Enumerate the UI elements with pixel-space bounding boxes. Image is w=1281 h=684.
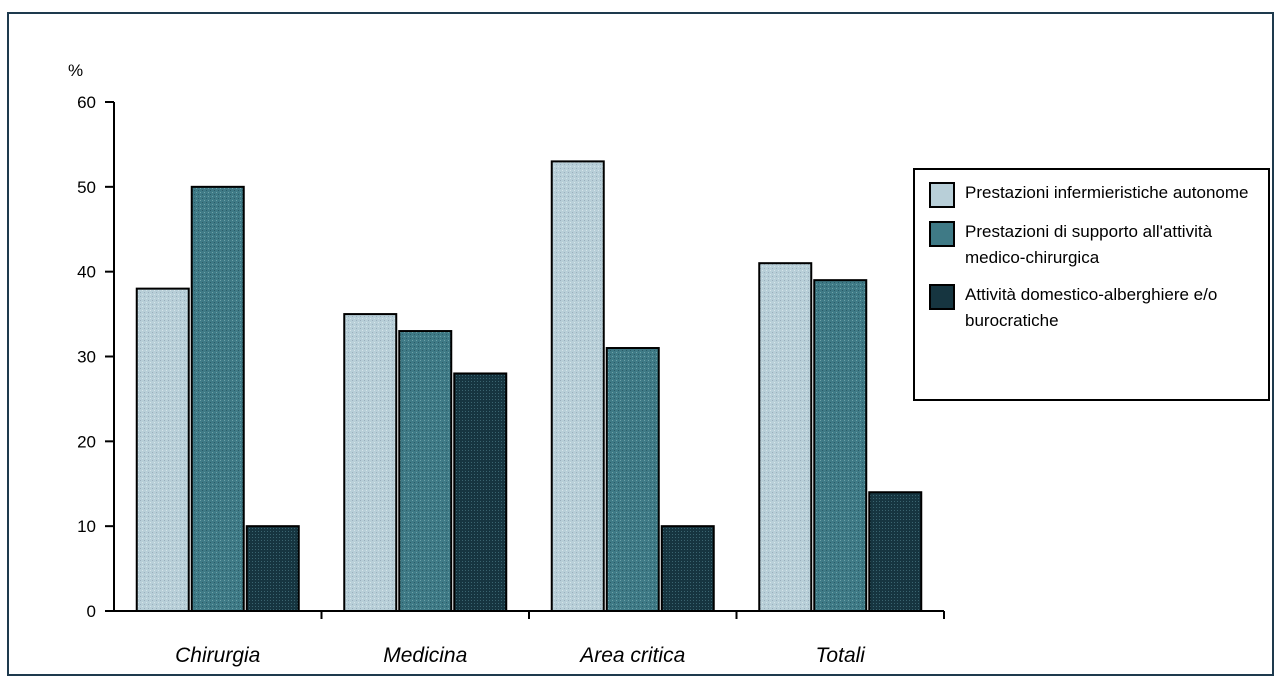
x-tick-label: Area critica — [578, 644, 685, 667]
axis-labels: 0 10 20 30 40 50 60% Chirurgia Medicina Area crit… — [68, 61, 866, 667]
legend-swatch — [929, 182, 955, 208]
bar-1-2 — [343, 313, 398, 612]
y-tick-label: 50 — [77, 178, 96, 197]
bar-3-4 — [868, 491, 923, 613]
legend-swatch — [929, 221, 955, 247]
y-tick-label: 0 — [87, 602, 96, 621]
legend-swatch — [929, 284, 955, 310]
y-axis-label: % — [68, 61, 83, 80]
legend-item: Prestazioni infermieristiche autonome — [929, 180, 1260, 208]
x-tick-label: Medicina — [383, 644, 467, 667]
legend-label: Attività domestico-alberghiere e/o buroc… — [965, 285, 1218, 330]
bar-3-2 — [453, 372, 508, 613]
y-tick-label: 40 — [77, 263, 96, 282]
bar-2-2 — [398, 330, 453, 612]
bar-3-1 — [245, 525, 300, 613]
legend-item: Prestazioni di supporto all'attività med… — [929, 219, 1260, 271]
bars — [135, 160, 923, 613]
legend: Prestazioni infermieristiche autonome Pre… — [913, 168, 1270, 401]
legend-label: Prestazioni infermieristiche autonome — [965, 183, 1249, 202]
legend-item: Attività domestico-alberghiere e/o buroc… — [929, 282, 1260, 334]
y-tick-label: 30 — [77, 348, 96, 367]
bar-2-1 — [190, 185, 245, 612]
bar-1-3 — [550, 160, 605, 612]
x-tick-label: Chirurgia — [175, 644, 260, 667]
y-tick-label: 60 — [77, 93, 96, 112]
legend-label: Prestazioni di supporto all'attività med… — [965, 222, 1213, 267]
y-tick-label: 20 — [77, 432, 96, 451]
bar-3-3 — [660, 525, 715, 613]
bar-1-1 — [135, 287, 190, 612]
x-tick-label: Totali — [816, 644, 867, 667]
y-tick-label: 10 — [77, 517, 96, 536]
bar-2-3 — [605, 347, 660, 612]
bar-1-4 — [758, 262, 813, 612]
bar-2-4 — [813, 279, 868, 612]
